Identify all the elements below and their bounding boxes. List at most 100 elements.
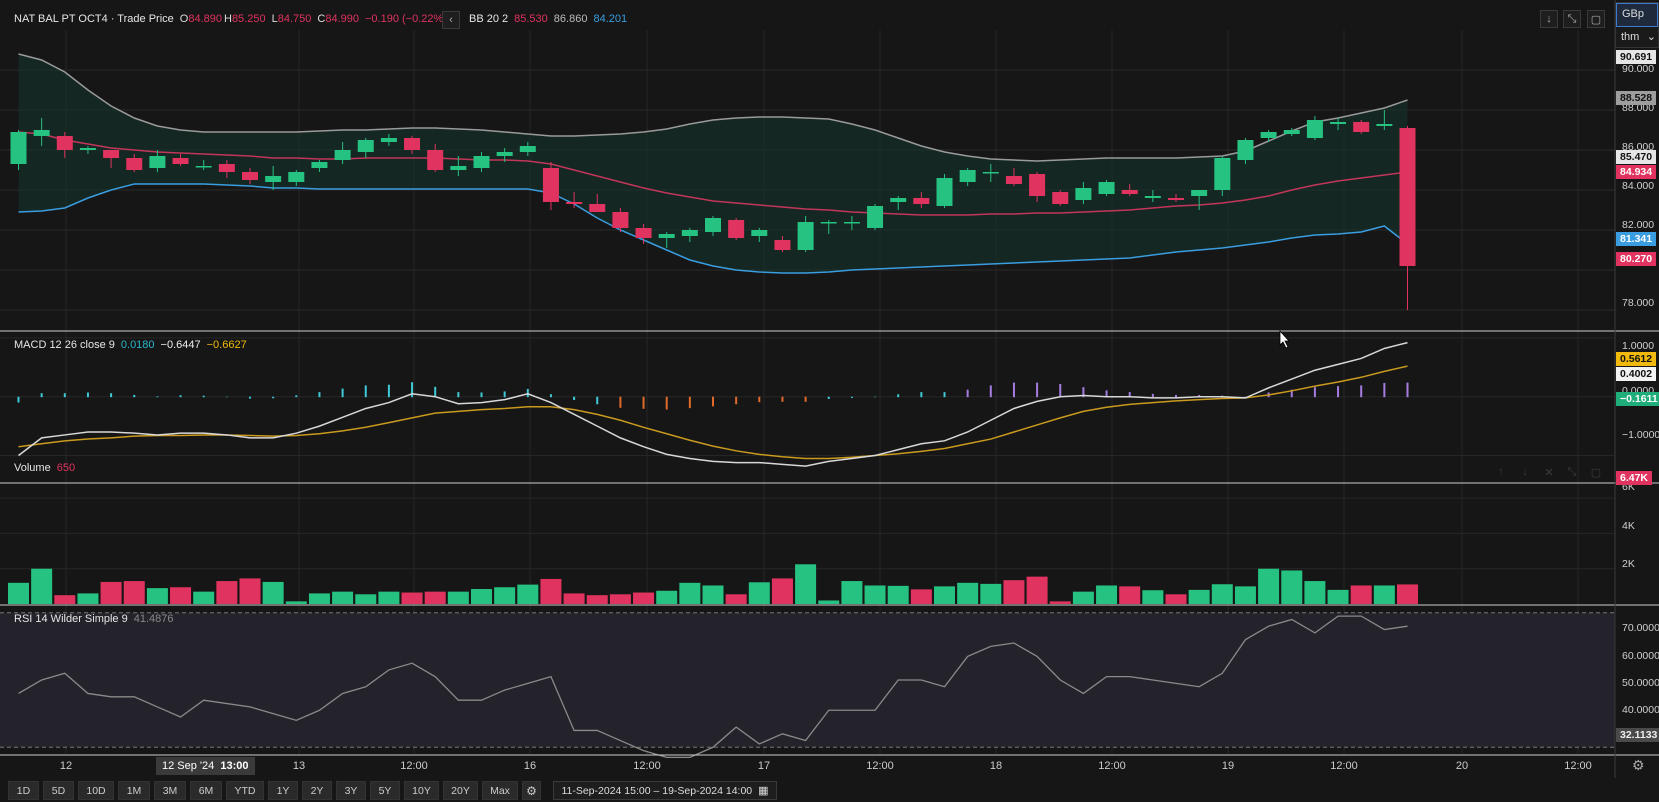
volume-bar [934,586,955,604]
volume-bar [1165,594,1187,604]
unit-selector[interactable]: GBp thm ⌄ [1615,2,1659,48]
down-arrow-icon[interactable]: ↓ [1522,466,1528,478]
volume-bar [1188,589,1210,604]
volume-bar [818,600,840,604]
close-icon[interactable]: ✕ [1544,466,1554,479]
macd-signal-value: −0.6627 [206,339,247,351]
rsi-tick: 60.0000 [1622,650,1659,662]
pane-dividers[interactable] [0,0,1659,778]
volume-bar [517,584,539,604]
gear-icon[interactable]: ⚙ [522,781,541,800]
candle-body [1029,174,1046,196]
candle-body [843,222,860,224]
range-5y-button[interactable]: 5Y [370,781,400,800]
date-range-text: 11-Sep-2024 15:00 – 19-Sep-2024 14:00 [561,784,753,797]
range-1y-button[interactable]: 1Y [268,781,298,800]
collapse-icon[interactable]: ⤡ [1567,465,1577,478]
rsi-legend: RSI 14 Wilder Simple 9 41.4876 [14,613,179,625]
volume-bar [285,601,307,604]
candlestick-series[interactable] [10,110,1416,310]
candle-body [589,204,606,212]
bb-mid-value: 86.860 [553,13,588,25]
macd-tag-line: 0.4002 [1616,367,1657,381]
bb-lower-value: 84.201 [593,13,628,25]
candle-body [427,150,444,170]
price-tick: 90.000 [1622,63,1655,75]
gear-icon[interactable]: ⚙ [1632,757,1645,773]
price-tag-bb-mid: 84.934 [1616,165,1657,179]
bollinger-band-area [18,54,1408,273]
candle-body [519,146,536,152]
candle-body [103,150,120,158]
date-range-picker[interactable]: 11-Sep-2024 15:00 – 19-Sep-2024 14:00 ▦ [553,781,777,800]
candle-body [79,148,96,150]
range-3m-button[interactable]: 3M [154,781,186,800]
volume-bar [1003,580,1025,604]
unit-select[interactable]: thm ⌄ [1616,27,1658,49]
price-tick: 82.000 [1622,219,1655,231]
range-1m-button[interactable]: 1M [118,781,150,800]
range-10y-button[interactable]: 10Y [404,781,439,800]
time-tick: 12 [59,760,73,772]
volume-bar [563,593,585,604]
time-tick: 16 [523,760,537,772]
volume-bar [447,591,469,604]
crosshair-time-label: 12 Sep '24 13:00 [156,757,255,775]
chevron-left-icon[interactable]: ‹ [442,11,460,29]
time-tick: 17 [757,760,771,772]
volume-bar [771,578,793,604]
volume-bar [193,591,215,604]
range-20y-button[interactable]: 20Y [443,781,478,800]
currency-select[interactable]: GBp [1616,3,1658,27]
collapse-icon[interactable]: ⤡ [1563,10,1581,28]
chart-grid [0,30,1615,754]
high-value: H85.250 [223,13,266,25]
range-1d-button[interactable]: 1D [8,781,39,800]
range-2y-button[interactable]: 2Y [302,781,332,800]
rsi-tick: 40.0000 [1622,704,1659,716]
volume-bar [1211,584,1233,604]
volume-bar [1072,591,1094,604]
range-max-button[interactable]: Max [482,781,518,800]
rsi-band [0,612,1615,748]
candle-body [982,172,999,174]
volume-bar [401,592,423,604]
candle-body [311,162,328,168]
mouse-cursor [1279,329,1290,349]
volume-bar [216,581,238,604]
range-10d-button[interactable]: 10D [78,781,114,800]
time-tick: 19 [1221,760,1235,772]
rsi-label: RSI 14 Wilder Simple 9 [14,613,128,625]
volume-bars [8,564,1418,604]
maximize-icon[interactable]: ▢ [1587,10,1605,28]
range-6m-button[interactable]: 6M [190,781,222,800]
price-legend: NAT BAL PT OCT4 · Trade Price O84.890 H8… [14,13,453,25]
download-icon[interactable]: ↓ [1540,10,1558,28]
candle-body [1191,190,1208,196]
rsi-tag: 32.1133 [1616,728,1659,742]
candle-body [10,132,27,164]
volume-bar [170,587,192,604]
volume-tick: 4K [1622,520,1635,532]
range-5d-button[interactable]: 5D [43,781,74,800]
candle-body [172,158,189,164]
volume-bar [795,564,817,604]
time-tick: 12:00 [1330,760,1358,772]
price-tick: 78.000 [1622,297,1655,309]
maximize-icon[interactable]: ▢ [1590,466,1602,479]
candle-body [728,220,745,238]
range-ytd-button[interactable]: YTD [226,781,264,800]
up-arrow-icon[interactable]: ↑ [1498,466,1504,478]
range-3y-button[interactable]: 3Y [336,781,366,800]
volume-bar [31,568,53,604]
volume-bar [887,585,909,604]
close-value: C84.990 [317,13,359,25]
calendar-icon: ▦ [758,785,769,797]
volume-label: Volume [14,462,51,474]
candle-body [1237,140,1254,160]
candle-body [890,198,907,202]
volume-bar [1096,585,1118,604]
macd-tick: 1.0000 [1622,340,1655,352]
candle-body [1075,188,1092,200]
